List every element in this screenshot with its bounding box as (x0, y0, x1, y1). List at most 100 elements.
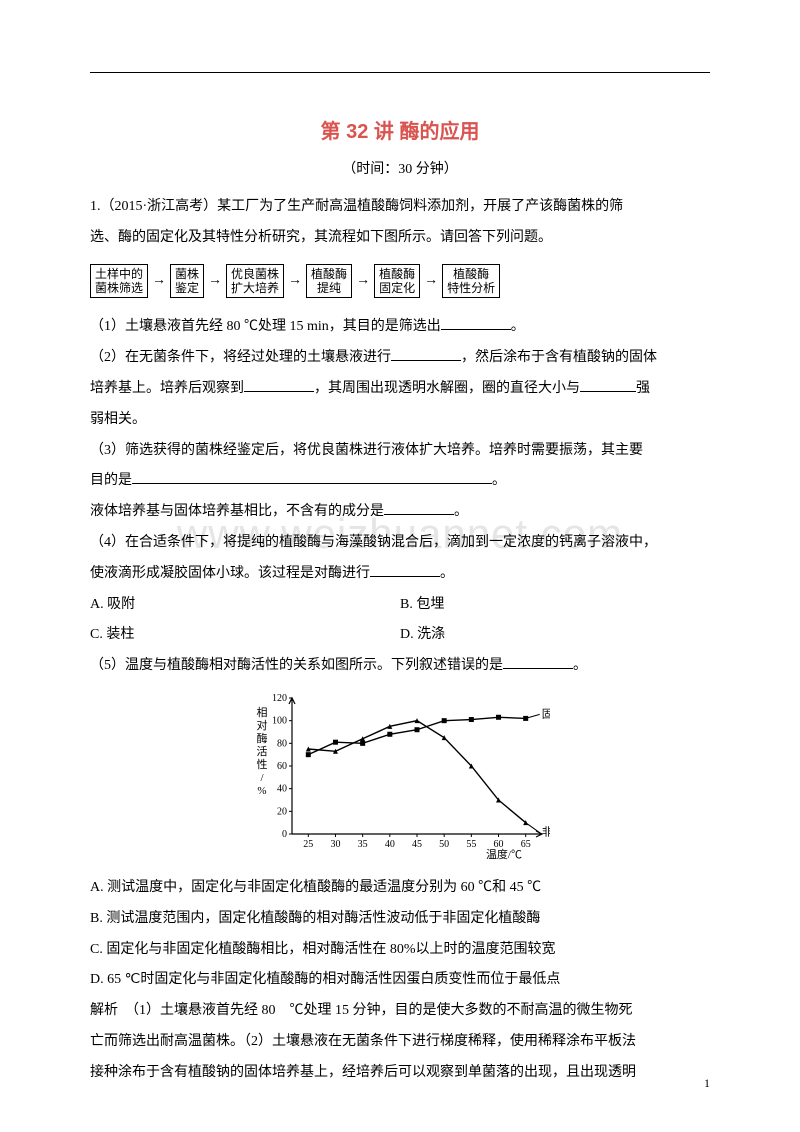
q1-1-end: 。 (511, 319, 525, 334)
blank (384, 501, 454, 515)
doc-title: 第 32 讲 酶的应用 (90, 115, 710, 144)
explain-a: 解析 （1）土壤悬液首先经 80 ℃处理 15 分钟，目的是使大多数的不耐高温的… (90, 996, 710, 1027)
flow-box-3b: 扩大培养 (231, 281, 279, 295)
chart-svg: 020406080100120253035404550556065相对酶活性/%… (250, 690, 550, 860)
flow-arrow: → (148, 273, 170, 289)
svg-text:80: 80 (277, 738, 287, 749)
svg-text:50: 50 (439, 839, 449, 850)
q1-5-end: 。 (573, 658, 587, 673)
svg-text:/: / (260, 772, 264, 784)
opt-4D: D. 洗涤 (400, 620, 710, 651)
flow-box-4b: 提纯 (311, 281, 347, 295)
flow-box-3: 优良菌株 扩大培养 (226, 264, 284, 299)
blank (580, 378, 636, 392)
svg-text:100: 100 (272, 716, 287, 727)
flow-box-6: 植酸酶 特性分析 (442, 264, 500, 299)
q1-3e: 。 (454, 504, 468, 519)
svg-text:65: 65 (521, 839, 531, 850)
flow-arrow: → (204, 273, 226, 289)
q1-4a: （4）在合适条件下，将提纯的植酸酶与海藻酸钠混合后，滴加到一定浓度的钙离子溶液中… (90, 528, 710, 559)
flow-box-5b: 固定化 (379, 281, 415, 295)
q1-4b-text: 使液滴形成凝胶固体小球。该过程是对酶进行 (90, 566, 370, 581)
q1-3d: 液体培养基与固体培养基相比，不含有的成分是 。 (90, 497, 710, 528)
flow-box-1b: 菌株筛选 (95, 281, 143, 295)
svg-text:活: 活 (257, 745, 268, 758)
explain-c: 接种涂布于含有植酸钠的固体培养基上，经培养后可以观察到单菌落的出现，且出现透明 (90, 1058, 710, 1089)
opt-4A: A. 吸附 (90, 590, 400, 621)
svg-text:温度/℃: 温度/℃ (486, 847, 522, 860)
q1-2-line2: 培养基上。培养后观察到 ，其周围出现透明水解圈，圈的直径大小与 强 (90, 374, 710, 405)
svg-text:35: 35 (358, 839, 368, 850)
svg-text:20: 20 (277, 806, 287, 817)
blank (503, 655, 573, 669)
q1-3b-text: 目的是 (90, 473, 132, 488)
svg-text:0: 0 (282, 829, 287, 840)
flow-box-2b: 鉴定 (175, 281, 199, 295)
flow-box-3a: 优良菌株 (231, 267, 279, 281)
q1-2-line1: （2）在无菌条件下，将经过处理的土壤悬液进行 ，然后涂布于含有植酸钠的固体 (90, 343, 710, 374)
opt-4B: B. 包埋 (400, 590, 710, 621)
flow-arrow: → (420, 273, 442, 289)
q1-intro-b: 选、酶的固定化及其特性分析研究，其流程如下图所示。请回答下列问题。 (90, 223, 710, 254)
svg-text:40: 40 (277, 784, 287, 795)
q1-1: （1）土壤悬液首先经 80 ℃处理 15 min，其目的是筛选出 。 (90, 312, 710, 343)
q1-3a: （3）筛选获得的菌株经鉴定后，将优良菌株进行液体扩大培养。培养时需要振荡，其主要 (90, 436, 710, 467)
flow-box-5: 植酸酶 固定化 (374, 264, 420, 299)
q1-intro-a: 1.（2015·浙江高考）某工厂为了生产耐高温植酸酶饲料添加剂，开展了产该酶菌株… (90, 192, 710, 223)
flow-box-2a: 菌株 (175, 267, 199, 281)
time-label: （时间：30 分钟） (90, 158, 710, 178)
svg-text:相: 相 (257, 706, 268, 719)
opt-5D: D. 65 ℃时固定化与非固定化植酸酶的相对酶活性因蛋白质变性而位于最低点 (90, 965, 710, 996)
flow-box-4a: 植酸酶 (311, 267, 347, 281)
svg-text:%: % (257, 785, 266, 797)
svg-text:45: 45 (412, 839, 422, 850)
svg-text:25: 25 (303, 839, 313, 850)
explain-b: 亡而筛选出耐高温菌株。（2）土壤悬液在无菌条件下进行梯度稀释，使用稀释涂布平板法 (90, 1027, 710, 1058)
opt-5C: C. 固定化与非固定化植酸酶相比，相对酶活性在 80%以上时的温度范围较宽 (90, 935, 710, 966)
blank (391, 347, 461, 361)
q1-2c: 培养基上。培养后观察到 (90, 381, 244, 396)
q1-3c: 。 (492, 473, 506, 488)
q1-4c: 。 (440, 566, 454, 581)
svg-text:对: 对 (257, 718, 268, 732)
options-4: A. 吸附 B. 包埋 C. 装柱 D. 洗涤 (90, 590, 710, 652)
opt-4C: C. 装柱 (90, 620, 400, 651)
svg-text:酶: 酶 (257, 732, 268, 745)
q1-2b: ，然后涂布于含有植酸钠的固体 (461, 350, 657, 365)
svg-text:60: 60 (277, 761, 287, 772)
q1-2e: 强 (636, 381, 650, 396)
flow-diagram: 土样中的 菌株筛选 → 菌株 鉴定 → 优良菌株 扩大培养 → 植酸酶 提纯 →… (90, 264, 710, 299)
top-divider (90, 72, 710, 73)
flow-box-5a: 植酸酶 (379, 267, 415, 281)
q1-5: （5）温度与植酸酶相对酶活性的关系如图所示。下列叙述错误的是 。 (90, 651, 710, 682)
blank (370, 563, 440, 577)
svg-text:性: 性 (257, 757, 268, 771)
flow-box-1a: 土样中的 (95, 267, 143, 281)
q1-1-text: （1）土壤悬液首先经 80 ℃处理 15 min，其目的是筛选出 (90, 319, 441, 334)
q1-3d-text: 液体培养基与固体培养基相比，不含有的成分是 (90, 504, 384, 519)
q1-3b: 目的是 。 (90, 466, 710, 497)
q1-4b: 使液滴形成凝胶固体小球。该过程是对酶进行 。 (90, 559, 710, 590)
flow-box-6b: 特性分析 (447, 281, 495, 295)
svg-text:30: 30 (330, 839, 340, 850)
q1-5-text: （5）温度与植酸酶相对酶活性的关系如图所示。下列叙述错误的是 (90, 658, 503, 673)
flow-box-2: 菌株 鉴定 (170, 264, 204, 299)
blank (132, 470, 492, 484)
opt-5B: B. 测试温度范围内，固定化植酸酶的相对酶活性波动低于非固定化植酸酶 (90, 904, 710, 935)
flow-box-1: 土样中的 菌株筛选 (90, 264, 148, 299)
flow-arrow: → (284, 273, 306, 289)
svg-text:55: 55 (466, 839, 476, 850)
opt-5A: A. 测试温度中，固定化与非固定化植酸酶的最适温度分别为 60 ℃和 45 ℃ (90, 873, 710, 904)
svg-text:非固定化植酸酶: 非固定化植酸酶 (542, 825, 550, 839)
flow-arrow: → (352, 273, 374, 289)
flow-box-6a: 植酸酶 (447, 267, 495, 281)
svg-text:120: 120 (272, 693, 287, 704)
q1-2d: ，其周围出现透明水解圈，圈的直径大小与 (314, 381, 580, 396)
chart-enzyme-activity: 020406080100120253035404550556065相对酶活性/%… (250, 690, 550, 865)
flow-box-4: 植酸酶 提纯 (306, 264, 352, 299)
blank (244, 378, 314, 392)
blank (441, 316, 511, 330)
svg-text:固定化植酸酶: 固定化植酸酶 (542, 706, 550, 720)
q1-2a: （2）在无菌条件下，将经过处理的土壤悬液进行 (90, 350, 391, 365)
svg-text:40: 40 (385, 839, 395, 850)
